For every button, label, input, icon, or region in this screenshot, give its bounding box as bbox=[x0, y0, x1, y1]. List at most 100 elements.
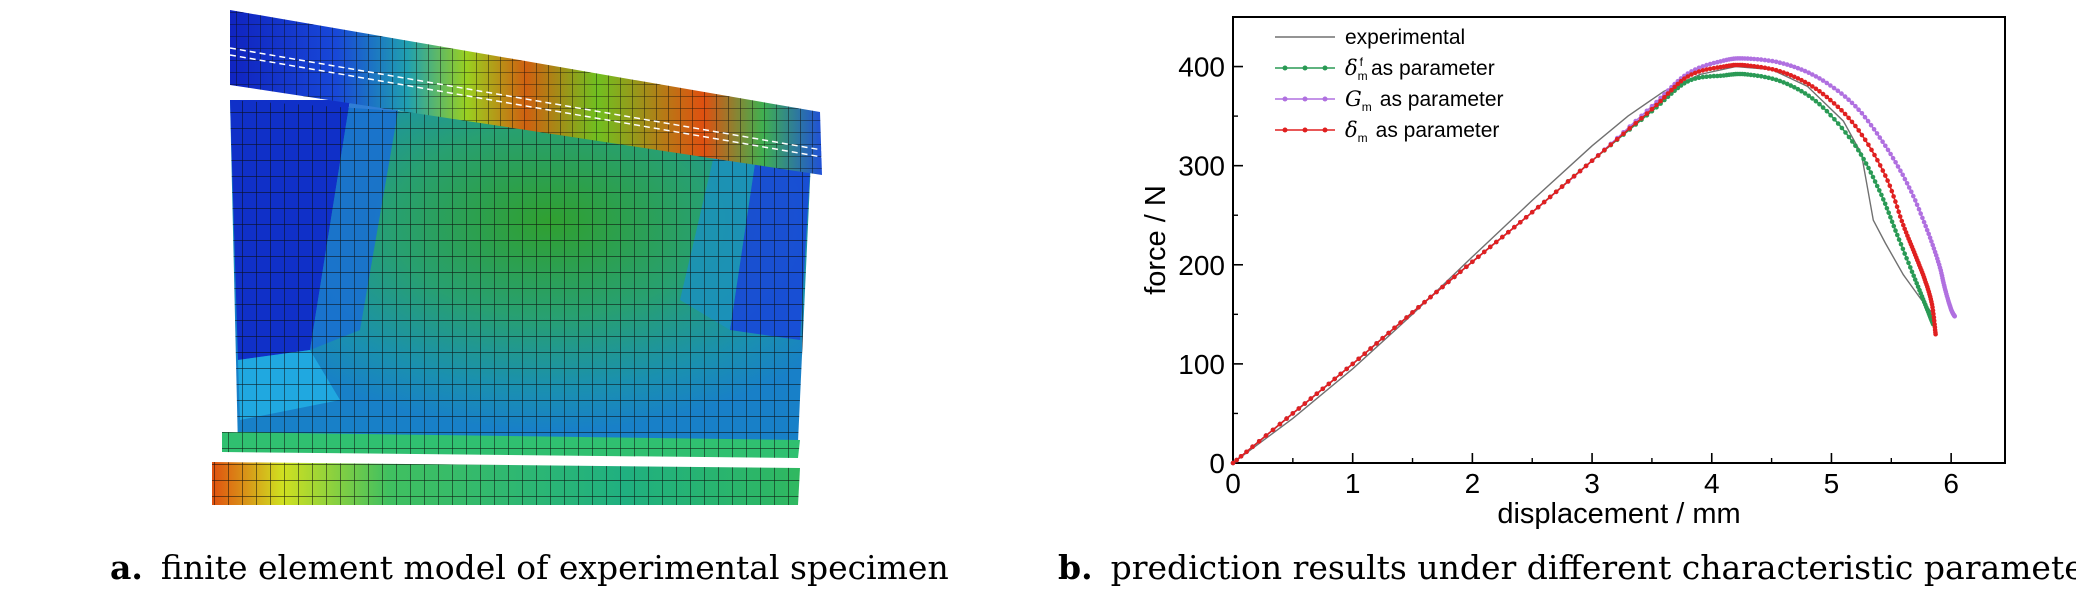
series-point-2 bbox=[1898, 168, 1903, 173]
series-point-2 bbox=[1748, 56, 1754, 62]
series-point-1 bbox=[1884, 206, 1890, 211]
series-point-2 bbox=[1792, 64, 1797, 70]
series-point-3 bbox=[1795, 76, 1801, 81]
series-line-2 bbox=[1232, 57, 1956, 464]
x-axis-label: displacement / mm bbox=[1497, 498, 1740, 530]
series-point-3 bbox=[1523, 215, 1529, 220]
series-point-1 bbox=[1806, 93, 1811, 99]
series-point-1 bbox=[1682, 81, 1687, 86]
series-point-1 bbox=[1858, 152, 1864, 157]
series-point-3 bbox=[1428, 294, 1433, 300]
series-point-2 bbox=[1700, 64, 1706, 69]
series-point-3 bbox=[1899, 218, 1905, 224]
series-point-3 bbox=[1885, 178, 1890, 183]
series-point-3 bbox=[1440, 284, 1445, 290]
plot-frame bbox=[1232, 16, 2006, 464]
series-point-3 bbox=[1866, 142, 1871, 148]
series-point-2 bbox=[1802, 68, 1808, 74]
x-tick-label: 1 bbox=[1345, 468, 1361, 499]
series-point-3 bbox=[1595, 153, 1601, 158]
series-point-2 bbox=[1904, 181, 1910, 186]
legend-marker-2 bbox=[1322, 96, 1328, 102]
series-point-2 bbox=[1810, 72, 1815, 77]
series-point-1 bbox=[1788, 83, 1794, 88]
series-point-2 bbox=[1781, 61, 1786, 66]
series-point-1 bbox=[1755, 73, 1760, 79]
series-point-2 bbox=[1931, 246, 1937, 251]
series-point-3 bbox=[1751, 64, 1757, 69]
series-point-3 bbox=[1901, 222, 1906, 228]
series-point-1 bbox=[1870, 174, 1876, 180]
series-point-3 bbox=[1894, 204, 1900, 209]
series-point-3 bbox=[1621, 131, 1626, 137]
series-point-1 bbox=[1911, 273, 1916, 279]
series-point-1 bbox=[1770, 76, 1775, 81]
series-point-3 bbox=[1602, 147, 1607, 153]
series-point-2 bbox=[1871, 127, 1877, 132]
series-point-3 bbox=[1696, 69, 1702, 74]
series-point-1 bbox=[1843, 130, 1848, 135]
series-point-3 bbox=[1933, 331, 1938, 337]
series-point-1 bbox=[1886, 210, 1891, 215]
series-point-3 bbox=[1689, 72, 1694, 77]
series-line-1 bbox=[1232, 73, 1934, 464]
series-point-2 bbox=[1885, 147, 1891, 153]
series-point-2 bbox=[1952, 314, 1957, 319]
caption-a-text: finite element model of experimental spe… bbox=[160, 548, 949, 587]
series-point-3 bbox=[1308, 396, 1314, 401]
series-point-1 bbox=[1817, 101, 1822, 107]
series-point-3 bbox=[1766, 66, 1771, 71]
series-point-3 bbox=[1784, 71, 1790, 77]
series-point-3 bbox=[1320, 386, 1326, 392]
series-point-1 bbox=[1895, 232, 1900, 238]
series-point-3 bbox=[1529, 209, 1535, 215]
series-point-3 bbox=[1284, 416, 1289, 421]
series-point-1 bbox=[1751, 73, 1757, 78]
series-point-1 bbox=[1906, 260, 1911, 266]
series-point-3 bbox=[1518, 220, 1523, 225]
series-point-1 bbox=[1872, 179, 1878, 184]
series-point-3 bbox=[1817, 89, 1822, 94]
series-point-2 bbox=[1846, 97, 1851, 102]
series-point-2 bbox=[1770, 58, 1775, 64]
series-point-3 bbox=[1853, 123, 1858, 129]
series-point-1 bbox=[1832, 117, 1837, 122]
series-point-2 bbox=[1929, 239, 1934, 244]
series-point-3 bbox=[1553, 189, 1559, 195]
x-tick-label: 4 bbox=[1704, 468, 1720, 499]
y-tick-label: 0 bbox=[1209, 448, 1225, 479]
series-point-2 bbox=[1704, 62, 1709, 68]
y-tick-label: 300 bbox=[1178, 151, 1225, 182]
series-point-3 bbox=[1792, 74, 1797, 80]
series-point-3 bbox=[1571, 173, 1577, 179]
series-point-2 bbox=[1909, 189, 1914, 194]
series-point-1 bbox=[1692, 76, 1698, 81]
series-point-3 bbox=[1290, 411, 1296, 416]
series-point-3 bbox=[1704, 67, 1709, 72]
y-tick-label: 400 bbox=[1178, 52, 1225, 83]
series-point-1 bbox=[1868, 170, 1874, 175]
series-point-2 bbox=[1906, 185, 1912, 190]
series-point-2 bbox=[1849, 100, 1855, 106]
series-point-3 bbox=[1404, 315, 1409, 320]
series-point-1 bbox=[1882, 201, 1888, 207]
series-point-3 bbox=[1849, 119, 1855, 125]
series-point-2 bbox=[1766, 58, 1771, 63]
series-point-3 bbox=[1633, 121, 1638, 126]
series-point-1 bbox=[1711, 73, 1717, 79]
series-point-2 bbox=[1784, 62, 1790, 67]
series-point-1 bbox=[1839, 125, 1845, 131]
legend-marker-3 bbox=[1302, 127, 1308, 133]
caption-a: a. finite element model of experimental s… bbox=[110, 548, 949, 587]
series-point-2 bbox=[1696, 65, 1702, 71]
series-point-2 bbox=[1862, 114, 1868, 120]
series-point-3 bbox=[1470, 259, 1475, 265]
series-point-2 bbox=[1806, 70, 1811, 75]
series-point-2 bbox=[1788, 63, 1794, 68]
series-point-2 bbox=[1773, 59, 1779, 65]
series-point-3 bbox=[1392, 325, 1397, 331]
series-point-3 bbox=[1665, 91, 1671, 96]
series-point-1 bbox=[1908, 265, 1913, 270]
series-point-3 bbox=[1654, 102, 1659, 108]
series-point-1 bbox=[1850, 139, 1855, 144]
